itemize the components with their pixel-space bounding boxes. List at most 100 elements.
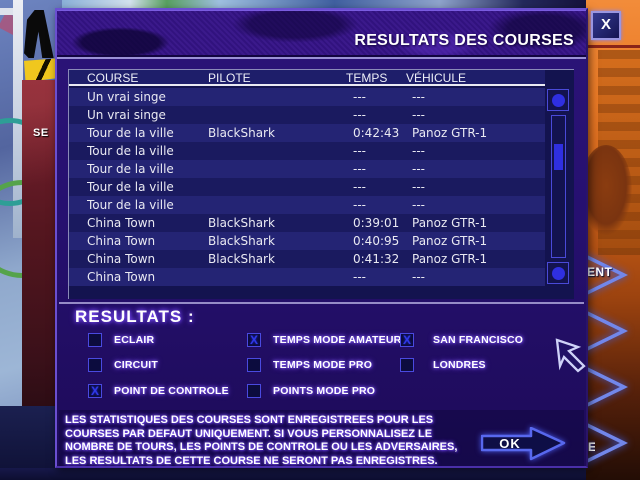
checkbox-temps-mode-pro[interactable]: TEMPS MODE PRO — [247, 357, 372, 372]
table-body: Un vrai singe --- --- Un vrai singe --- … — [69, 88, 545, 286]
header-divider — [57, 55, 586, 57]
table-row[interactable]: China Town BlackShark 0:39:01 Panoz GTR-… — [69, 214, 545, 232]
checkbox-box[interactable]: X — [88, 383, 102, 398]
warning-line: COURSES PAR DEFAUT UNIQUEMENT. SI VOUS P… — [65, 427, 433, 440]
race-results-dialog: RESULTATS DES COURSES COURSE PILOTE TEMP… — [55, 8, 588, 468]
scrollbar-thumb[interactable] — [554, 144, 563, 170]
checkbox-londres[interactable]: LONDRES — [400, 357, 486, 372]
checkbox-label: CIRCUIT — [114, 358, 158, 371]
cell-time: --- — [353, 108, 366, 122]
cell-vehicle: Panoz GTR-1 — [412, 234, 488, 248]
cell-course: Tour de la ville — [87, 162, 174, 176]
ok-button[interactable]: OK — [480, 426, 567, 461]
table-row[interactable]: China Town BlackShark 0:40:95 Panoz GTR-… — [69, 232, 545, 250]
cell-vehicle: Panoz GTR-1 — [412, 252, 488, 266]
cell-course: Tour de la ville — [87, 198, 174, 212]
table-row[interactable]: Tour de la ville --- --- — [69, 160, 545, 178]
background-decor — [0, 8, 16, 15]
checkbox-label: TEMPS MODE PRO — [273, 358, 373, 371]
results-section-heading: RESULTATS : — [75, 307, 195, 326]
dialog-title: RESULTATS DES COURSES — [354, 32, 574, 49]
cell-vehicle: --- — [412, 90, 425, 104]
column-header-time: TEMPS — [346, 71, 388, 84]
table-row[interactable]: Tour de la ville BlackShark 0:42:43 Pano… — [69, 124, 545, 142]
background-right-panel — [586, 0, 640, 480]
cell-course: China Town — [87, 216, 156, 230]
table-row[interactable]: Un vrai singe --- --- — [69, 106, 545, 124]
cell-vehicle: --- — [412, 198, 425, 212]
cell-course: Tour de la ville — [87, 180, 174, 194]
cell-pilot: BlackShark — [208, 126, 275, 140]
section-divider — [59, 302, 584, 304]
cell-time: 0:39:01 — [353, 216, 400, 230]
cell-course: China Town — [87, 252, 156, 266]
background-decor — [586, 45, 640, 48]
cell-course: China Town — [87, 270, 156, 284]
cell-course: China Town — [87, 234, 156, 248]
checkbox-point-de-controle[interactable]: X POINT DE CONTROLE — [88, 383, 229, 398]
checkbox-label: POINT DE CONTROLE — [114, 384, 229, 397]
scrollbar-track[interactable] — [551, 115, 566, 258]
cell-pilot — [208, 178, 346, 196]
checkbox-box[interactable]: X — [247, 332, 261, 347]
cell-pilot — [208, 142, 346, 160]
checkbox-temps-mode-amateur[interactable]: X TEMPS MODE AMATEUR — [247, 332, 401, 347]
table-row[interactable]: China Town BlackShark 0:41:32 Panoz GTR-… — [69, 250, 545, 268]
table-row[interactable]: China Town --- --- — [69, 268, 545, 286]
checkbox-box[interactable]: X — [400, 332, 414, 347]
column-header-course: COURSE — [87, 71, 139, 84]
cell-time: --- — [353, 144, 366, 158]
checkbox-box[interactable] — [247, 383, 261, 398]
checkbox-box[interactable] — [400, 357, 414, 372]
cell-vehicle: --- — [412, 108, 425, 122]
checkbox-label: SAN FRANCISCO — [433, 333, 524, 346]
scroll-down-icon — [551, 266, 565, 280]
cell-pilot — [208, 268, 346, 286]
cell-pilot — [208, 160, 346, 178]
cell-time: --- — [353, 162, 366, 176]
cell-pilot: BlackShark — [208, 234, 275, 248]
ok-arrow-icon — [480, 426, 566, 461]
table-row[interactable]: Un vrai singe --- --- — [69, 88, 545, 106]
dialog-header: RESULTATS DES COURSES — [57, 10, 586, 56]
cell-pilot: BlackShark — [208, 252, 275, 266]
background-button-text: ENT — [587, 265, 613, 279]
cell-vehicle: --- — [412, 144, 425, 158]
checkbox-box[interactable] — [247, 357, 261, 372]
checkbox-san-francisco[interactable]: X SAN FRANCISCO — [400, 332, 523, 347]
checkbox-label: TEMPS MODE AMATEUR — [273, 333, 402, 346]
background-menu-text: SE — [33, 127, 49, 139]
table-header-row: COURSE PILOTE TEMPS VÉHICULE — [69, 70, 545, 86]
cell-time: 0:41:32 — [353, 252, 400, 266]
cell-time: --- — [353, 180, 366, 194]
cell-course: Tour de la ville — [87, 126, 174, 140]
scroll-up-button[interactable] — [547, 89, 569, 111]
checkbox-label: LONDRES — [433, 358, 486, 371]
checkbox-circuit[interactable]: CIRCUIT — [88, 357, 158, 372]
background-top-strip — [62, 0, 586, 8]
ok-button-label: OK — [499, 436, 521, 451]
table-row[interactable]: Tour de la ville --- --- — [69, 196, 545, 214]
close-button[interactable]: X — [591, 11, 621, 40]
checkbox-label: ECLAIR — [114, 333, 155, 346]
table-row[interactable]: Tour de la ville --- --- — [69, 178, 545, 196]
checkbox-box[interactable] — [88, 357, 102, 372]
cell-vehicle: --- — [412, 162, 425, 176]
cell-time: 0:40:95 — [353, 234, 400, 248]
scroll-down-button[interactable] — [547, 262, 569, 284]
table-row[interactable]: Tour de la ville --- --- — [69, 142, 545, 160]
warning-line: LES RESULTATS DE CETTE COURSE NE SERONT … — [65, 454, 438, 467]
cell-time: 0:42:43 — [353, 126, 400, 140]
scroll-up-icon — [551, 93, 565, 107]
checkbox-box[interactable] — [88, 332, 102, 347]
cell-course: Tour de la ville — [87, 144, 174, 158]
cell-time: --- — [353, 270, 366, 284]
cell-time: --- — [353, 198, 366, 212]
cell-pilot: BlackShark — [208, 216, 275, 230]
checkbox-points-mode-pro[interactable]: POINTS MODE PRO — [247, 383, 375, 398]
cell-time: --- — [353, 90, 366, 104]
checkbox-eclair[interactable]: ECLAIR — [88, 332, 154, 347]
cell-pilot — [208, 196, 346, 214]
column-header-pilot: PILOTE — [208, 71, 251, 84]
background-bottom-strip — [0, 468, 586, 480]
